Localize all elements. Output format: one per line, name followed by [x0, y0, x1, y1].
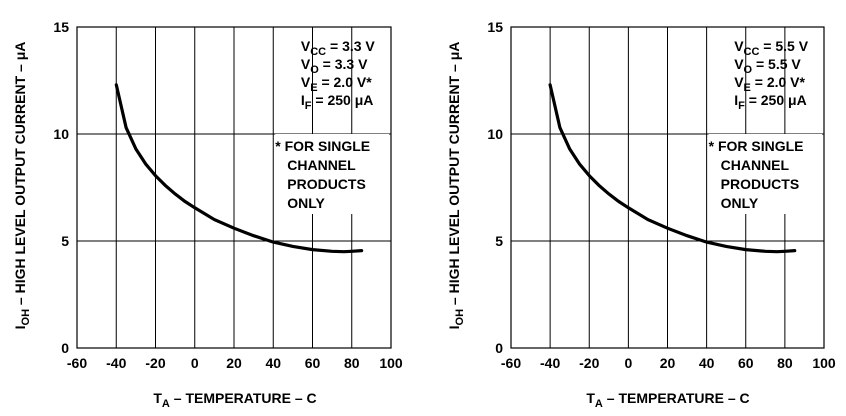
x-axis-title-main: T — [586, 390, 595, 406]
condition-label: VCC = 5.5 V — [734, 38, 809, 58]
data-series-line — [114, 83, 364, 254]
x-axis-title: TA – TEMPERATURE – C — [153, 390, 316, 410]
x-tick-label: 40 — [699, 355, 715, 371]
condition-label-rest: = 250 μA — [312, 92, 374, 108]
x-tick-label: 60 — [738, 355, 754, 371]
condition-label-rest: = 5.5 V — [759, 38, 808, 54]
footnote-line: CHANNEL — [287, 157, 356, 173]
chart-panel-1: -60 -40 -20 0 20 40 60 80 100 0 5 10 15 TA – TEMPERAT… — [12, 19, 403, 410]
condition-label-sub: E — [310, 82, 317, 94]
x-tick-label: 60 — [305, 355, 321, 371]
condition-label: IF = 250 μA — [734, 92, 807, 112]
y-tick-label: 5 — [61, 233, 69, 249]
x-tick-label: -40 — [106, 355, 126, 371]
condition-label-rest: = 250 μA — [745, 92, 807, 108]
y-tick-label: 10 — [53, 126, 69, 142]
x-tick-label: 20 — [660, 355, 676, 371]
y-axis-title-sub: OH — [20, 309, 32, 326]
y-axis-title: IOH – HIGH LEVEL OUTPUT CURRENT – μA — [12, 42, 32, 330]
y-axis-title-sub: OH — [454, 309, 466, 326]
footnote-line: ONLY — [721, 195, 759, 211]
footnote-line: * FOR SINGLE — [275, 138, 370, 154]
condition-label-rest: = 2.0 V* — [318, 74, 373, 90]
x-tick-label: 100 — [379, 355, 403, 371]
x-tick-label: 20 — [226, 355, 242, 371]
data-series-line — [548, 83, 797, 254]
condition-label-rest: = 3.3 V — [319, 56, 368, 72]
x-axis-title-sub: A — [162, 398, 170, 410]
x-tick-label: 80 — [344, 355, 360, 371]
condition-label-main: V — [301, 38, 311, 54]
x-tick-label: 40 — [265, 355, 281, 371]
y-axis-title-rest: – HIGH LEVEL OUTPUT CURRENT – μA — [12, 42, 28, 309]
x-tick-label: -60 — [67, 355, 87, 371]
condition-label: VO = 3.3 V — [301, 56, 368, 76]
condition-label-main: I — [734, 92, 738, 108]
condition-label-main: I — [301, 92, 305, 108]
condition-label-rest: = 3.3 V — [326, 38, 375, 54]
chart-panel-2: -60 -40 -20 0 20 40 60 80 100 0 5 10 15 TA – TEMPERAT… — [446, 19, 836, 410]
condition-label-main: V — [734, 56, 744, 72]
x-tick-label: 80 — [777, 355, 793, 371]
condition-label: VO = 5.5 V — [734, 56, 801, 76]
condition-label-sub: F — [738, 100, 745, 112]
condition-label-main: V — [301, 56, 311, 72]
x-tick-label: -20 — [579, 355, 599, 371]
y-axis-title-rest: – HIGH LEVEL OUTPUT CURRENT – μA — [446, 42, 462, 309]
x-axis-title-rest: – TEMPERATURE – C — [603, 390, 750, 406]
x-tick-label: 0 — [624, 355, 632, 371]
condition-label-sub: E — [744, 82, 751, 94]
y-tick-label: 10 — [487, 126, 503, 142]
condition-label-sub: F — [305, 100, 312, 112]
condition-label-main: V — [301, 74, 311, 90]
condition-label-sub: CC — [310, 46, 326, 58]
plot-frame — [510, 26, 825, 349]
footnote-line: ONLY — [287, 195, 325, 211]
y-tick-label: 15 — [487, 19, 503, 35]
plot-frame — [76, 26, 392, 349]
condition-label: VE = 2.0 V* — [734, 74, 805, 94]
y-tick-label: 15 — [53, 19, 69, 35]
footnote-line: PRODUCTS — [721, 176, 800, 192]
condition-label: VCC = 3.3 V — [301, 38, 376, 58]
condition-label-rest: = 5.5 V — [752, 56, 801, 72]
x-tick-label: 0 — [191, 355, 199, 371]
footnote-line: CHANNEL — [721, 157, 790, 173]
condition-label-rest: = 2.0 V* — [751, 74, 806, 90]
footnote-line: * FOR SINGLE — [709, 138, 804, 154]
condition-label: VE = 2.0 V* — [301, 74, 372, 94]
y-axis-title-main: I — [446, 325, 462, 329]
x-tick-label: 100 — [812, 355, 836, 371]
condition-label-sub: O — [310, 64, 319, 76]
x-tick-label: -60 — [501, 355, 521, 371]
condition-label-sub: CC — [744, 46, 760, 58]
condition-label-main: V — [734, 38, 744, 54]
y-tick-label: 0 — [495, 340, 503, 356]
y-tick-label: 0 — [61, 340, 69, 356]
footnote-line: PRODUCTS — [287, 176, 366, 192]
y-tick-label: 5 — [495, 233, 503, 249]
condition-label-sub: O — [744, 64, 753, 76]
x-axis-title: TA – TEMPERATURE – C — [586, 390, 749, 410]
x-axis-title-rest: – TEMPERATURE – C — [170, 390, 317, 406]
y-axis-title-main: I — [12, 325, 28, 329]
footnote-background — [708, 134, 822, 214]
condition-label-main: V — [734, 74, 744, 90]
x-tick-label: -20 — [145, 355, 165, 371]
x-axis-title-sub: A — [595, 398, 603, 410]
x-axis-title-main: T — [153, 390, 162, 406]
footnote-background — [275, 134, 389, 214]
x-tick-label: -40 — [540, 355, 560, 371]
condition-label: IF = 250 μA — [301, 92, 374, 112]
y-axis-title: IOH – HIGH LEVEL OUTPUT CURRENT – μA — [446, 42, 466, 330]
